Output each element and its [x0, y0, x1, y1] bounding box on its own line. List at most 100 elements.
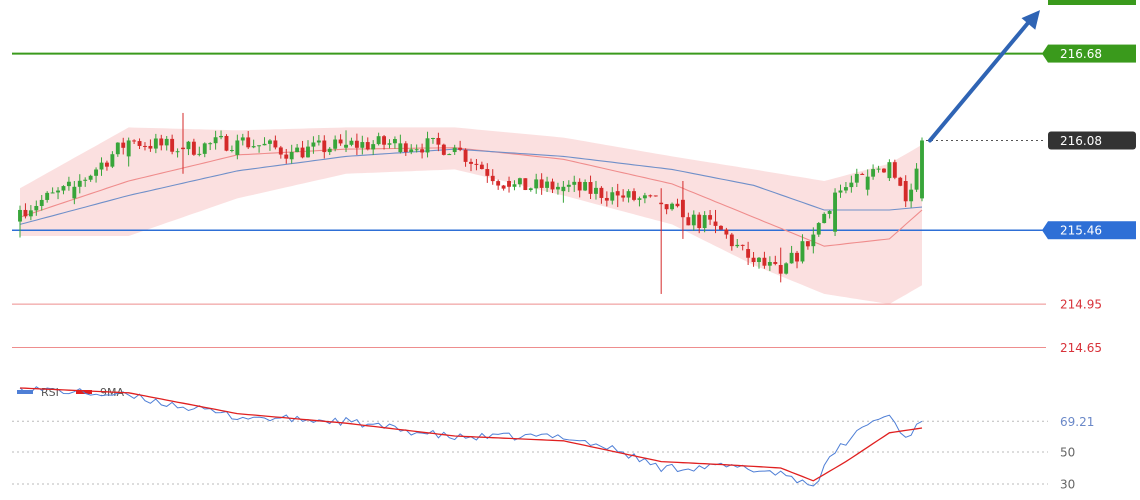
candle-body — [268, 140, 272, 144]
candle-body — [34, 205, 39, 211]
candle-body — [789, 252, 794, 264]
candle — [469, 158, 473, 172]
candle-body — [822, 213, 827, 224]
candle-body — [833, 192, 838, 232]
candle-body — [344, 144, 348, 148]
candle — [56, 187, 60, 200]
candle — [322, 135, 327, 159]
candle — [697, 212, 702, 234]
candle — [496, 179, 501, 190]
candle-body — [322, 140, 327, 153]
candle-body — [208, 143, 213, 145]
candle — [61, 185, 66, 195]
candle — [50, 187, 55, 194]
candle — [164, 136, 169, 151]
candle-body — [431, 137, 435, 139]
candle — [159, 134, 164, 151]
candle — [604, 191, 609, 207]
candle-body — [240, 137, 245, 141]
candle — [23, 203, 28, 219]
arrow-shaft — [928, 16, 1034, 143]
candle-body — [767, 261, 772, 266]
candle-body — [784, 263, 789, 274]
candle-body — [311, 142, 316, 147]
candle — [121, 137, 126, 155]
candle-body — [300, 147, 305, 158]
candle — [778, 247, 783, 283]
candle-body — [800, 241, 805, 262]
candle — [39, 194, 44, 211]
candle — [333, 135, 338, 152]
candle — [490, 169, 495, 185]
candle — [882, 168, 886, 173]
candle-body — [273, 140, 278, 148]
candle-body — [588, 182, 593, 194]
candle — [246, 131, 251, 150]
candle-body — [235, 140, 240, 155]
candle — [186, 140, 191, 156]
candle — [447, 153, 452, 156]
candle — [458, 140, 463, 152]
candle-body — [892, 162, 897, 178]
candle-body — [28, 210, 33, 217]
candle — [403, 141, 408, 156]
candle — [306, 140, 310, 158]
candle-body — [642, 195, 647, 199]
candle-body — [175, 151, 180, 153]
candle — [153, 133, 158, 154]
candle-body — [816, 223, 821, 235]
candle — [735, 238, 740, 248]
candle-body — [898, 177, 903, 186]
candle — [311, 136, 316, 154]
candle-body — [680, 199, 685, 218]
candle-body — [550, 181, 555, 190]
candle-body — [262, 143, 267, 146]
candle-body — [420, 149, 425, 153]
candle-body — [104, 162, 109, 167]
pivot-box — [1048, 221, 1136, 240]
candle-body — [110, 154, 115, 167]
candle-body — [920, 140, 924, 199]
candle-body — [811, 234, 816, 247]
candle-body — [534, 179, 539, 189]
candle — [691, 210, 696, 231]
candle — [181, 112, 185, 174]
candle — [561, 181, 566, 203]
candle-body — [349, 140, 354, 145]
candle-body — [246, 137, 251, 148]
candle-body — [539, 179, 544, 188]
candle — [268, 139, 272, 151]
candle-body — [121, 142, 126, 148]
candle-body — [903, 181, 908, 202]
candle-body — [392, 139, 397, 144]
candle — [251, 139, 256, 149]
candle — [909, 183, 914, 208]
candle — [354, 133, 359, 155]
candle-body — [409, 149, 414, 153]
candle-body — [463, 149, 468, 162]
candle-body — [441, 144, 446, 155]
candle-body — [757, 257, 761, 263]
candle — [376, 132, 381, 146]
candle — [316, 134, 321, 146]
candle-body — [94, 169, 99, 176]
pivot-label: 215.46 — [1060, 224, 1102, 238]
candle — [822, 212, 827, 224]
candle-body — [610, 192, 615, 201]
candle-body — [740, 244, 745, 246]
candle — [811, 227, 816, 254]
candle-body — [181, 147, 185, 150]
candle — [746, 241, 751, 265]
candle — [577, 178, 582, 198]
candle — [854, 168, 859, 188]
candle — [72, 181, 77, 205]
candle-body — [284, 154, 289, 159]
candle — [115, 142, 120, 157]
candle — [392, 136, 397, 149]
candle-body — [186, 141, 191, 150]
candle — [887, 159, 892, 181]
support2-label: 214.65 — [1060, 341, 1102, 355]
candle-body — [686, 217, 691, 226]
candle-body — [594, 187, 598, 194]
candle-body — [61, 186, 66, 191]
